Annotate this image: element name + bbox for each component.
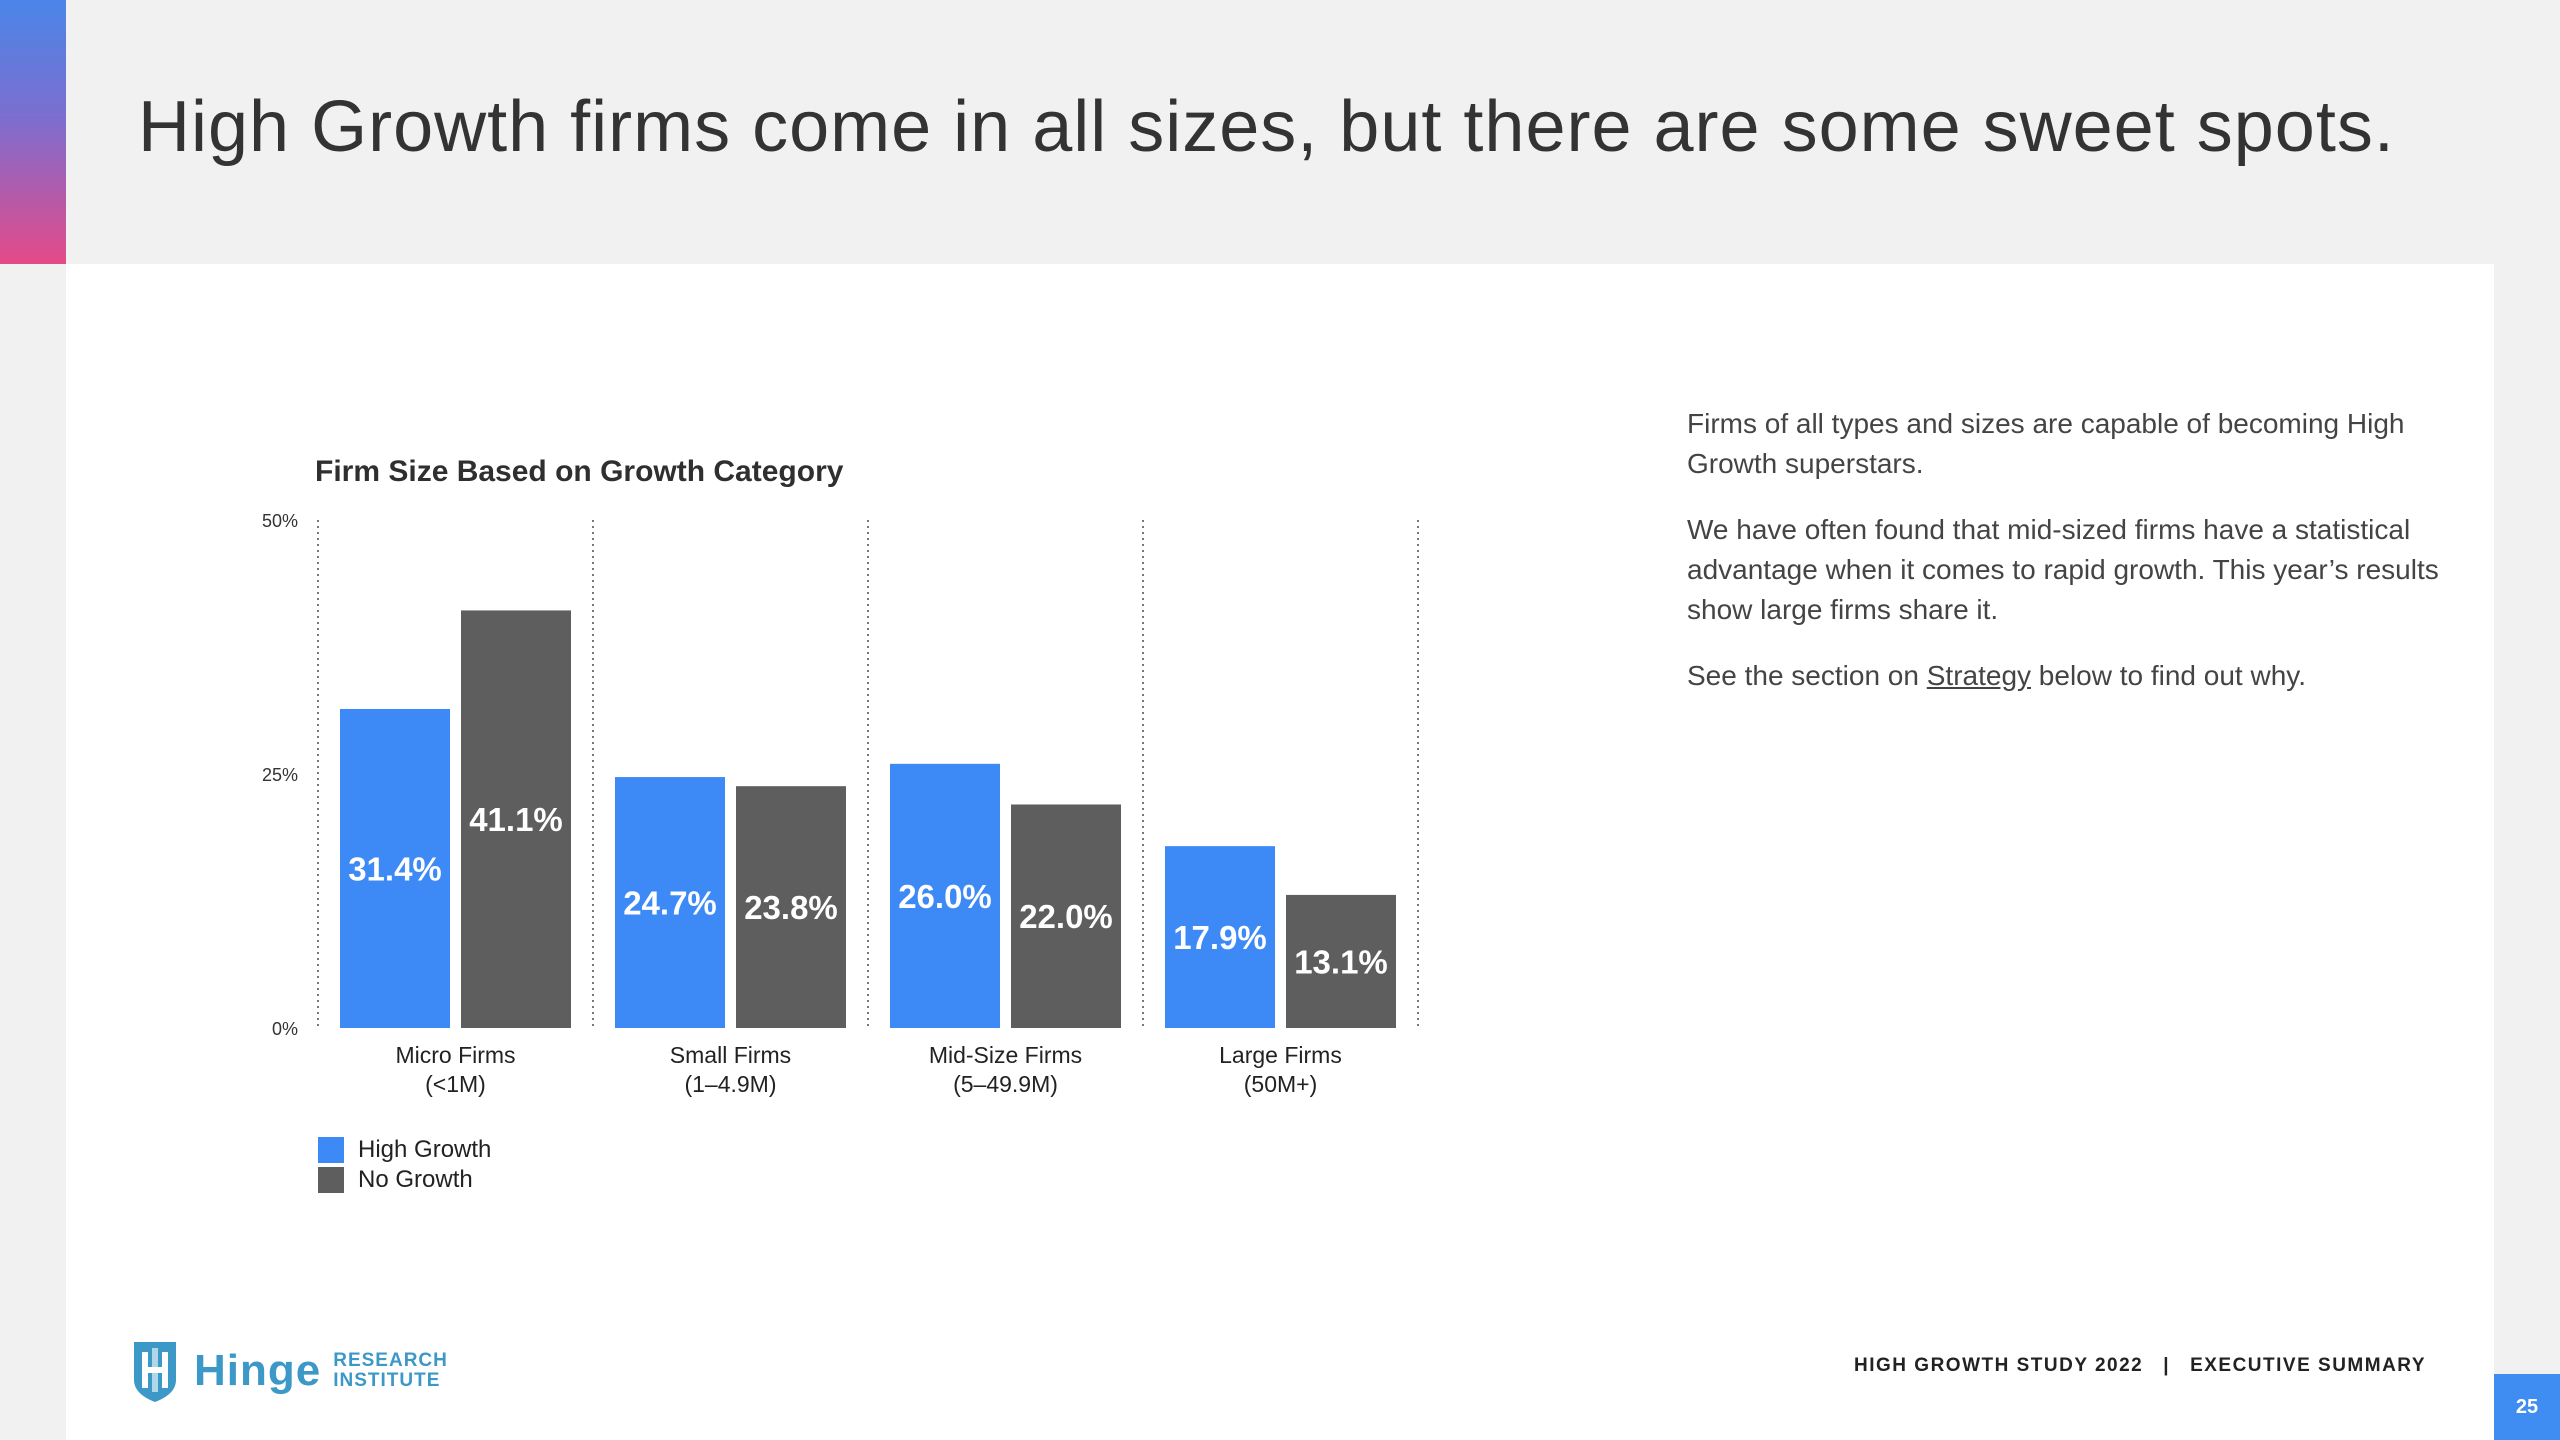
body-paragraph-1: Firms of all types and sizes are capable… bbox=[1687, 408, 2405, 479]
bar-value-label: 23.8% bbox=[744, 889, 838, 926]
logo-sub-line2: INSTITUTE bbox=[333, 1370, 441, 1391]
bar bbox=[461, 610, 571, 1028]
bar-value-label: 26.0% bbox=[898, 878, 992, 915]
footer-section: EXECUTIVE SUMMARY bbox=[2190, 1355, 2426, 1376]
bar-value-label: 22.0% bbox=[1019, 898, 1113, 935]
body-paragraph-2: We have often found that mid-sized firms… bbox=[1687, 514, 2439, 625]
x-tick-label: Micro Firms bbox=[395, 1042, 515, 1068]
bar bbox=[736, 786, 846, 1028]
footer-study: HIGH GROWTH STUDY 2022 bbox=[1854, 1355, 2144, 1376]
bar-value-label: 24.7% bbox=[623, 885, 717, 922]
logo-subtitle: RESEARCH INSTITUTE bbox=[333, 1351, 448, 1391]
hinge-logo: Hinge RESEARCH INSTITUTE bbox=[130, 1338, 448, 1404]
y-tick-label: 25% bbox=[262, 765, 298, 785]
legend-swatch-no-growth bbox=[318, 1167, 344, 1193]
bar-value-label: 41.1% bbox=[469, 801, 563, 838]
bar bbox=[340, 708, 450, 1028]
logo-sub-line1: RESEARCH bbox=[333, 1350, 448, 1371]
p3-before: See the section on bbox=[1687, 660, 1927, 691]
x-tick-sublabel: (<1M) bbox=[425, 1071, 486, 1097]
footer-text: HIGH GROWTH STUDY 2022 | EXECUTIVE SUMMARY bbox=[1854, 1355, 2426, 1377]
x-tick-label: Mid-Size Firms bbox=[929, 1042, 1082, 1068]
page-number: 25 bbox=[2494, 1374, 2560, 1440]
accent-bar bbox=[0, 0, 66, 264]
bar-chart: 0% 25% 50% 31.4% 41.1% Micro Firms (<1M) 24.7% 2… bbox=[262, 511, 1419, 1097]
x-tick-sublabel: (1–4.9M) bbox=[684, 1071, 776, 1097]
bar bbox=[1286, 894, 1396, 1028]
chart-title: Firm Size Based on Growth Category bbox=[315, 455, 844, 488]
bar bbox=[1011, 804, 1121, 1028]
legend-swatch-high-growth bbox=[318, 1137, 344, 1163]
logo-word: Hinge bbox=[194, 1346, 322, 1395]
body-text: Firms of all types and sizes are capable… bbox=[1687, 404, 2447, 722]
legend-item-high-growth: High Growth bbox=[318, 1135, 491, 1165]
bar-value-label: 13.1% bbox=[1294, 943, 1388, 980]
x-tick-label: Large Firms bbox=[1219, 1042, 1342, 1068]
legend-label-no-growth: No Growth bbox=[358, 1166, 473, 1193]
strategy-link[interactable]: Strategy bbox=[1926, 660, 2032, 691]
y-tick-label: 50% bbox=[262, 511, 298, 531]
x-tick-sublabel: (50M+) bbox=[1244, 1071, 1318, 1097]
shield-icon bbox=[134, 1342, 176, 1402]
p3-after: below to find out why. bbox=[2031, 660, 2306, 691]
x-tick-sublabel: (5–49.9M) bbox=[953, 1071, 1058, 1097]
chart-legend: High Growth No Growth bbox=[318, 1135, 491, 1195]
footer-separator: | bbox=[2163, 1355, 2171, 1376]
legend-item-no-growth: No Growth bbox=[318, 1165, 491, 1195]
legend-label-high-growth: High Growth bbox=[358, 1136, 492, 1163]
bar bbox=[615, 777, 725, 1028]
bar bbox=[1165, 846, 1275, 1028]
bar-value-label: 31.4% bbox=[348, 850, 442, 887]
y-tick-label: 0% bbox=[272, 1019, 298, 1039]
bar bbox=[890, 763, 1000, 1028]
slide-title: High Growth firms come in all sizes, but… bbox=[138, 87, 2395, 167]
bar-value-label: 17.9% bbox=[1173, 919, 1267, 956]
x-tick-label: Small Firms bbox=[670, 1042, 791, 1068]
body-paragraph-3: See the section on Strategy below to fin… bbox=[1687, 656, 2447, 696]
